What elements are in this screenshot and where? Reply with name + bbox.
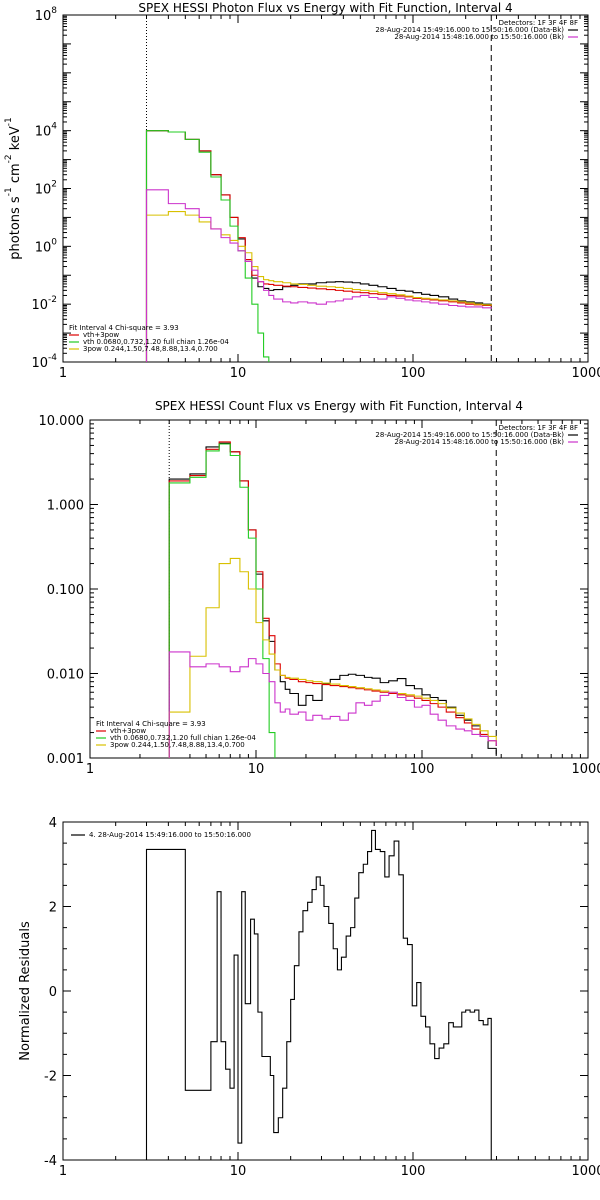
legend-entry: 28-Aug-2014 15:49:16.000 to 15:50:16.000… [375,431,564,439]
legend-entry: 28-Aug-2014 15:48:16.000 to 15:50:16.000… [394,33,564,41]
legend-header: Fit Interval 4 Chi-square = 3.93 [69,324,179,332]
x-tick-label: 100 [410,762,435,777]
y-tick-label: 100 [35,237,58,255]
plot-frame [89,419,589,759]
plot-frame [62,821,589,1161]
y-tick-label: 1.000 [47,499,84,514]
series-bk [145,189,492,362]
x-tick-label: 100 [401,1164,426,1179]
x-tick-label: 10 [248,762,265,777]
legend-entry: 28-Aug-2014 15:49:16.000 to 15:50:16.000… [375,26,564,34]
series-bk [168,651,497,758]
y-tick-label: 10-4 [31,353,57,371]
y-tick-label: -4 [44,1154,57,1169]
y-tick-label: 4 [49,816,57,831]
legend-entry: vth+3pow [110,727,146,735]
photon-flux-panel: SPEX HESSI Photon Flux vs Energy with Fi… [4,1,600,381]
count-flux-panel: SPEX HESSI Count Flux vs Energy with Fit… [39,399,600,777]
x-tick-label: 1 [86,762,94,777]
legend-entry: 28-Aug-2014 15:48:16.000 to 15:50:16.000… [394,438,564,446]
legend-header: Fit Interval 4 Chi-square = 3.93 [96,720,206,728]
y-tick-label: 0 [49,985,57,1000]
series-vth-3pow [145,130,492,362]
legend-entry: vth 0.0680,0.732,1.20 full chian 1.26e-0… [83,338,229,346]
legend-entry: vth 0.0680,0.732,1.20 full chian 1.26e-0… [110,734,256,742]
y-tick-label: 0.100 [47,583,84,598]
y-axis-label: photons s-1 cm-2 keV-1 [4,117,23,259]
y-tick-label: 104 [35,122,58,140]
legend-entry: vth+3pow [83,331,119,339]
series-data-bk [168,442,497,758]
series-vth [168,443,276,758]
x-tick-label: 100 [401,366,426,381]
y-axis-label: Normalized Residuals [18,921,33,1061]
series-vth [145,130,270,362]
series-vth-3pow [168,441,497,758]
series-3pow [168,557,497,758]
x-tick-label: 10 [230,1164,247,1179]
legend-entry: 3pow 0.244,1.50,7.48,8.88,13.4,0.700 [110,741,245,749]
legend-entry: 4. 28-Aug-2014 15:49:16.000 to 15:50:16.… [89,831,251,839]
legend-entry: 3pow 0.244,1.50,7.48,8.88,13.4,0.700 [83,345,218,353]
series-residuals [145,829,492,1160]
y-tick-label: 102 [35,180,57,198]
x-tick-label: 1 [59,1164,67,1179]
y-tick-label: -2 [44,1070,57,1085]
chart-title: SPEX HESSI Count Flux vs Energy with Fit… [155,399,523,413]
y-tick-label: 2 [49,901,57,916]
y-tick-label: 0.001 [47,752,84,767]
x-tick-label: 1 [59,366,67,381]
x-tick-label: 10 [230,366,247,381]
y-tick-label: 108 [35,6,58,24]
y-tick-label: 10.000 [39,414,85,429]
series-data-bk [145,130,492,362]
legend-header: Detectors: 1F 3F 4F 8F [499,424,578,432]
y-tick-label: 0.010 [47,668,84,683]
y-tick-label: 10-2 [31,295,57,313]
chart-title: SPEX HESSI Photon Flux vs Energy with Fi… [138,1,512,15]
legend-header: Detectors: 1F 3F 4F 8F [499,19,578,27]
plot-frame [62,14,589,363]
